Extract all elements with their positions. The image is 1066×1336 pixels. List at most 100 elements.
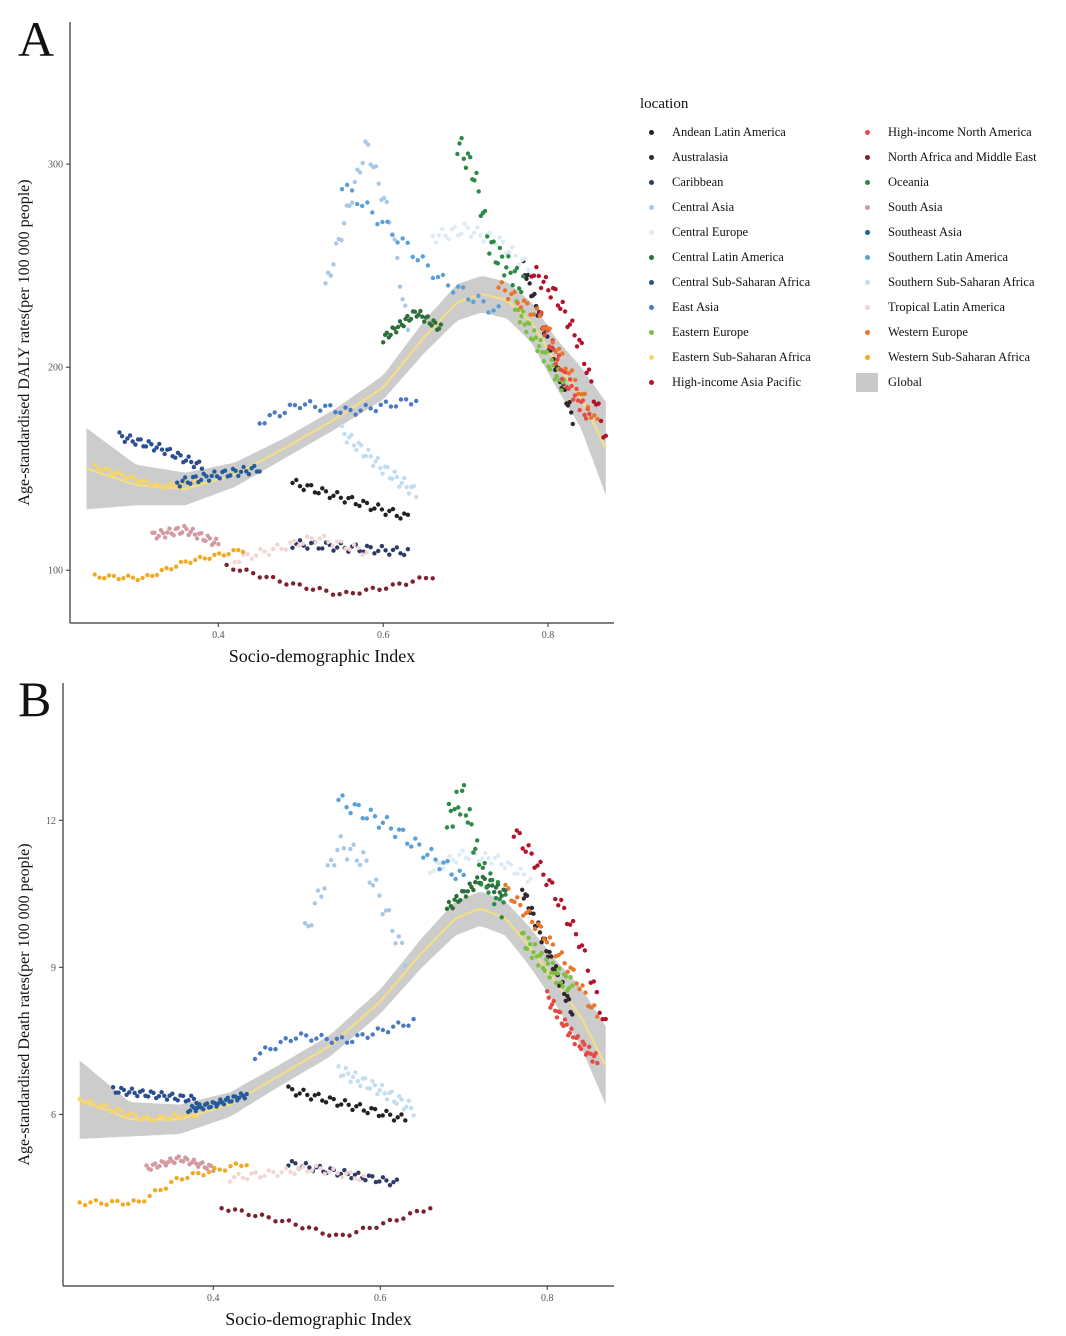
data-point — [466, 856, 472, 862]
data-point — [571, 967, 576, 972]
data-point — [145, 572, 150, 578]
data-point — [173, 455, 178, 460]
data-point — [301, 487, 306, 493]
data-point — [549, 357, 554, 363]
data-point — [140, 478, 146, 483]
data-point — [212, 469, 217, 474]
data-point — [538, 924, 544, 929]
data-point — [106, 573, 112, 578]
data-point — [348, 846, 353, 852]
data-point — [495, 880, 501, 885]
data-point — [355, 1078, 361, 1084]
data-point — [245, 552, 250, 557]
data-point — [113, 471, 118, 477]
legend-label: High-income North America — [888, 125, 1032, 139]
data-point — [165, 530, 170, 535]
data-point — [161, 486, 167, 491]
legend-swatch — [648, 380, 654, 385]
data-point — [130, 439, 135, 444]
data-point — [512, 899, 517, 905]
data-point — [189, 1093, 194, 1099]
data-point — [518, 866, 523, 871]
data-point — [263, 1045, 268, 1050]
data-point — [246, 472, 252, 477]
legend-swatch — [864, 280, 870, 285]
data-point — [171, 1112, 177, 1117]
data-point — [149, 1118, 154, 1123]
data-point — [399, 1112, 404, 1117]
data-point — [557, 966, 562, 971]
data-point — [361, 850, 366, 855]
data-point — [257, 1175, 263, 1180]
data-point — [309, 923, 314, 928]
data-point — [270, 546, 276, 552]
data-point — [350, 1107, 355, 1113]
data-point — [217, 1167, 222, 1172]
data-point — [297, 582, 302, 587]
data-point — [351, 443, 357, 448]
data-point — [475, 838, 480, 843]
data-point — [204, 474, 209, 479]
data-point — [556, 903, 561, 908]
data-point — [458, 898, 463, 903]
data-point — [297, 538, 303, 543]
legend-label: Global — [888, 375, 923, 389]
data-point — [180, 1093, 186, 1099]
data-point — [379, 1082, 385, 1088]
data-point — [376, 1113, 382, 1119]
data-point — [331, 262, 336, 267]
data-point — [539, 940, 544, 945]
data-point — [541, 872, 546, 877]
data-point — [111, 573, 117, 579]
data-point — [332, 863, 337, 868]
data-point — [122, 439, 128, 444]
data-point — [583, 990, 588, 995]
data-point — [305, 546, 310, 551]
data-point — [372, 1083, 378, 1088]
data-point — [318, 1166, 323, 1171]
data-point — [368, 807, 373, 812]
data-point — [478, 233, 483, 238]
data-point — [594, 989, 599, 995]
data-point — [339, 1175, 345, 1180]
data-point — [450, 290, 456, 295]
data-point — [102, 576, 107, 581]
data-point — [395, 255, 400, 261]
data-point — [382, 1091, 387, 1096]
data-point — [344, 182, 350, 188]
data-point — [293, 1036, 299, 1041]
data-point — [547, 949, 552, 955]
legend-swatch — [864, 255, 870, 260]
data-point — [391, 1180, 396, 1185]
data-point — [349, 1176, 354, 1181]
data-point — [454, 789, 459, 794]
series-tropical-latin-america — [227, 1163, 366, 1184]
data-point — [88, 1098, 94, 1103]
data-point — [405, 327, 411, 333]
data-point — [312, 490, 318, 495]
data-point — [96, 466, 101, 471]
legend-label: Western Europe — [888, 325, 968, 339]
data-point — [497, 896, 502, 902]
data-point — [231, 548, 236, 553]
legend-item: Caribbean — [640, 173, 856, 192]
data-point — [249, 1171, 254, 1176]
data-point — [491, 308, 496, 313]
legend-swatch — [864, 305, 870, 310]
data-point — [342, 1168, 347, 1173]
data-point — [126, 1112, 131, 1117]
data-point — [526, 935, 531, 940]
data-point — [499, 254, 505, 259]
data-point — [499, 862, 504, 867]
data-point — [253, 1170, 258, 1175]
data-point — [164, 1117, 169, 1122]
data-point — [283, 1036, 288, 1041]
legend-label: Central Asia — [672, 200, 735, 214]
data-point — [356, 545, 361, 551]
data-point — [322, 886, 327, 891]
data-point — [476, 862, 482, 868]
data-point — [478, 882, 484, 887]
data-point — [164, 565, 169, 571]
data-point — [566, 386, 571, 391]
data-point — [353, 412, 358, 417]
